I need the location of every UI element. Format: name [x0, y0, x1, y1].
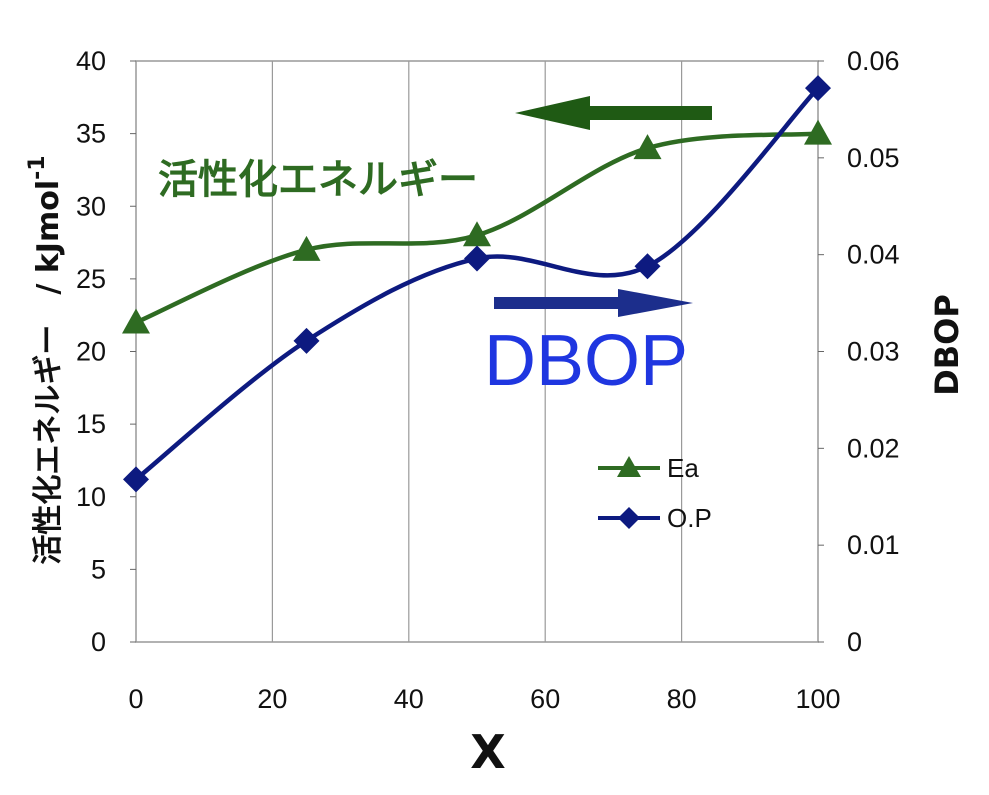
x-axis-label: X: [470, 725, 505, 779]
y-left-axis-label: 活性化エネルギー / kJmol-1: [25, 155, 66, 564]
y-left-tick-labels: 0 5 10 15 20 25 30 35 40: [76, 46, 136, 657]
y-left-tick-8: 40: [76, 46, 106, 76]
y-left-tick-2: 10: [76, 482, 106, 512]
y-right-tick-3: 0.03: [847, 337, 900, 367]
grid-lines: [271, 61, 683, 642]
y-left-tick-6: 30: [76, 191, 106, 221]
y-right-tick-5: 0.05: [847, 143, 900, 173]
legend: Ea O.P: [598, 453, 712, 533]
point-ea-4: [804, 119, 832, 145]
y-right-tick-1: 0.01: [847, 530, 900, 560]
y-right-tick-0: 0: [847, 627, 862, 657]
x-tick-0: 0: [128, 684, 143, 714]
x-tick-3: 60: [530, 684, 560, 714]
x-tick-labels: 0 20 40 60 80 100: [128, 684, 840, 714]
legend-triangle-icon: [617, 456, 641, 477]
point-ea-0: [122, 308, 150, 334]
y-left-tick-5: 25: [76, 264, 106, 294]
annotation-dbop: DBOP: [484, 321, 688, 401]
y-right-tick-2: 0.02: [847, 433, 900, 463]
point-op-3: [634, 253, 661, 280]
y-left-axis-label-main: 活性化エネルギー / kJmol: [31, 180, 66, 565]
y-left-tick-7: 35: [76, 119, 106, 149]
y-right-tick-4: 0.04: [847, 240, 900, 270]
y-left-tick-1: 5: [91, 554, 106, 584]
x-tick-2: 40: [394, 684, 424, 714]
arrow-left-icon: [515, 96, 712, 130]
series-layer: [122, 75, 832, 493]
x-tick-4: 80: [667, 684, 697, 714]
arrow-right-icon: [494, 289, 693, 317]
point-op-2: [464, 245, 490, 272]
point-ea-2: [463, 221, 491, 247]
legend-label-ea: Ea: [667, 453, 699, 483]
point-op-1: [293, 327, 320, 354]
legend-label-op: O.P: [667, 503, 712, 533]
y-left-tick-0: 0: [91, 627, 106, 657]
point-op-0: [123, 466, 149, 493]
point-op-4: [805, 75, 831, 102]
point-ea-1: [292, 235, 321, 261]
y-right-axis-label: DBOP: [928, 294, 966, 396]
plot-area: [135, 60, 819, 643]
y-left-tick-4: 20: [76, 337, 106, 367]
y-left-axis-label-sup: -1: [25, 155, 50, 179]
legend-diamond-icon: [618, 507, 640, 529]
point-ea-3: [633, 134, 662, 160]
y-right-tick-labels: 0 0.01 0.02 0.03 0.04 0.05 0.06: [818, 46, 900, 657]
annotation-ea: 活性化エネルギー: [158, 157, 478, 203]
y-left-tick-3: 15: [76, 409, 106, 439]
x-tick-5: 100: [795, 684, 840, 714]
y-right-tick-6: 0.06: [847, 46, 900, 76]
x-tick-1: 20: [257, 684, 287, 714]
